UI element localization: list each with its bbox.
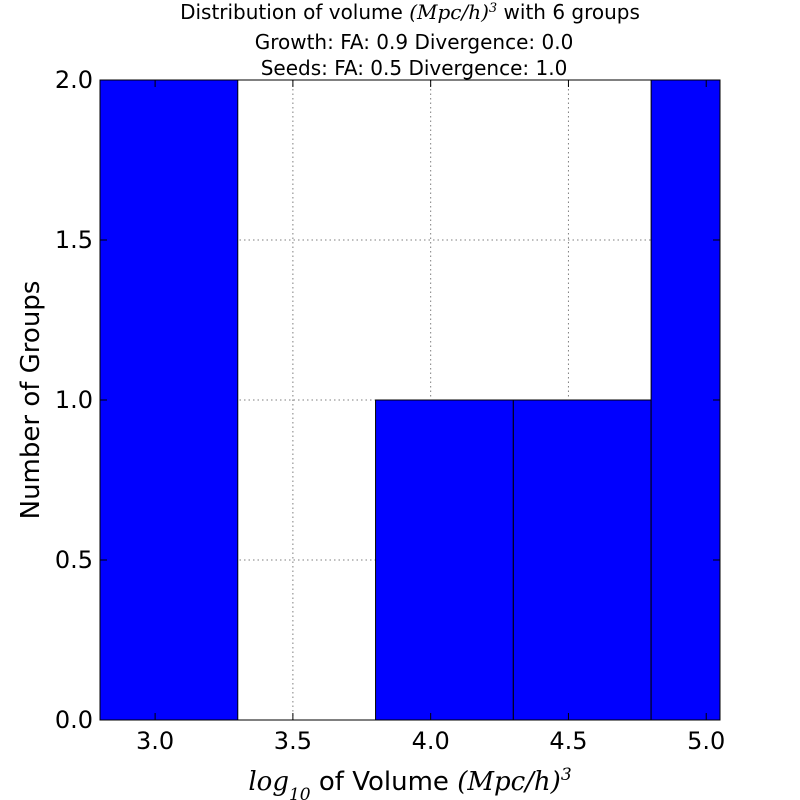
title-line-2: Growth: FA: 0.9 Divergence: 0.0 [255,30,574,54]
x-axis-label-log: log [248,767,289,797]
title-line-1: Distribution of volume (Mpc/h)3 with 6 g… [180,0,640,24]
x-axis-label: log10 of Volume (Mpc/h)3 [248,765,571,800]
histogram-bar-0 [100,80,239,720]
histogram-bar-2 [375,399,514,720]
x-axis-label-unit: (Mpc/h) [457,767,561,797]
title-line-3: Seeds: FA: 0.5 Divergence: 1.0 [261,56,568,80]
chart-title: Distribution of volume (Mpc/h)3 with 6 g… [180,0,640,80]
histogram-bar-4 [650,80,720,720]
y-tick-label-4: 2.0 [55,66,93,94]
x-tick-label-1: 3.5 [274,727,312,755]
x-axis-label-sub: 10 [289,785,311,800]
x-tick-label-0: 3.0 [136,727,174,755]
x-axis-label-text: of Volume [311,767,458,797]
y-tick-label-2: 1.0 [55,386,93,414]
x-axis-label-sup: 3 [561,765,572,785]
x-tick-label-4: 5.0 [687,727,725,755]
axis-ticks: 3.0 3.5 4.0 4.5 5.0 0.0 0.5 1.0 1.5 2.0 [55,66,725,755]
title-line-1-before: Distribution of volume [180,0,409,24]
y-tick-label-1: 0.5 [55,546,93,574]
title-line-1-after: with 6 groups [497,0,640,24]
y-axis-label: Number of Groups [16,281,46,520]
bars [100,80,720,720]
x-tick-label-3: 4.5 [549,727,587,755]
title-line-1-math: (Mpc/h) [409,0,489,24]
y-tick-label-0: 0.0 [55,706,93,734]
x-tick-label-2: 4.0 [412,727,450,755]
histogram-bar-3 [512,399,652,720]
title-line-1-sup: 3 [489,1,497,16]
y-tick-label-3: 1.5 [55,226,93,254]
